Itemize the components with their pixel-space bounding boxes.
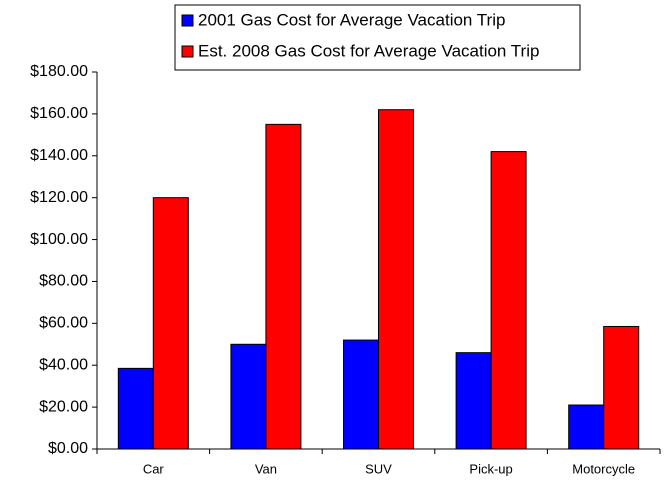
bar (343, 339, 379, 450)
legend-swatch (181, 14, 194, 27)
bar (265, 123, 302, 450)
y-tick-label: $20.00 (39, 398, 88, 415)
bar (568, 404, 605, 450)
legend-box (174, 4, 581, 71)
legend-swatch (181, 45, 194, 58)
y-tick-label: $120.00 (30, 189, 88, 206)
y-tick-label: $100.00 (30, 231, 88, 248)
x-tick-label: Car (143, 461, 165, 476)
x-tick-label: Pick-up (469, 461, 512, 476)
bar (490, 151, 527, 450)
y-tick-label: $180.00 (30, 63, 88, 80)
y-tick-label: $80.00 (39, 273, 88, 290)
bar (378, 109, 414, 450)
y-tick-label: $140.00 (30, 147, 88, 164)
bar (603, 325, 640, 450)
y-tick-label: $0.00 (48, 440, 88, 457)
legend-label: Est. 2008 Gas Cost for Average Vacation … (198, 41, 539, 60)
legend-label: 2001 Gas Cost for Average Vacation Trip (198, 10, 505, 29)
x-tick-label: Motorcycle (572, 461, 635, 476)
bar (230, 343, 267, 450)
bar (455, 352, 492, 450)
y-tick-label: $160.00 (30, 105, 88, 122)
y-tick-label: $40.00 (39, 356, 88, 373)
bar (117, 367, 154, 450)
y-tick-label: $60.00 (39, 315, 88, 332)
x-tick-label: Van (255, 461, 277, 476)
bar (152, 197, 189, 450)
x-tick-label: SUV (365, 461, 392, 476)
